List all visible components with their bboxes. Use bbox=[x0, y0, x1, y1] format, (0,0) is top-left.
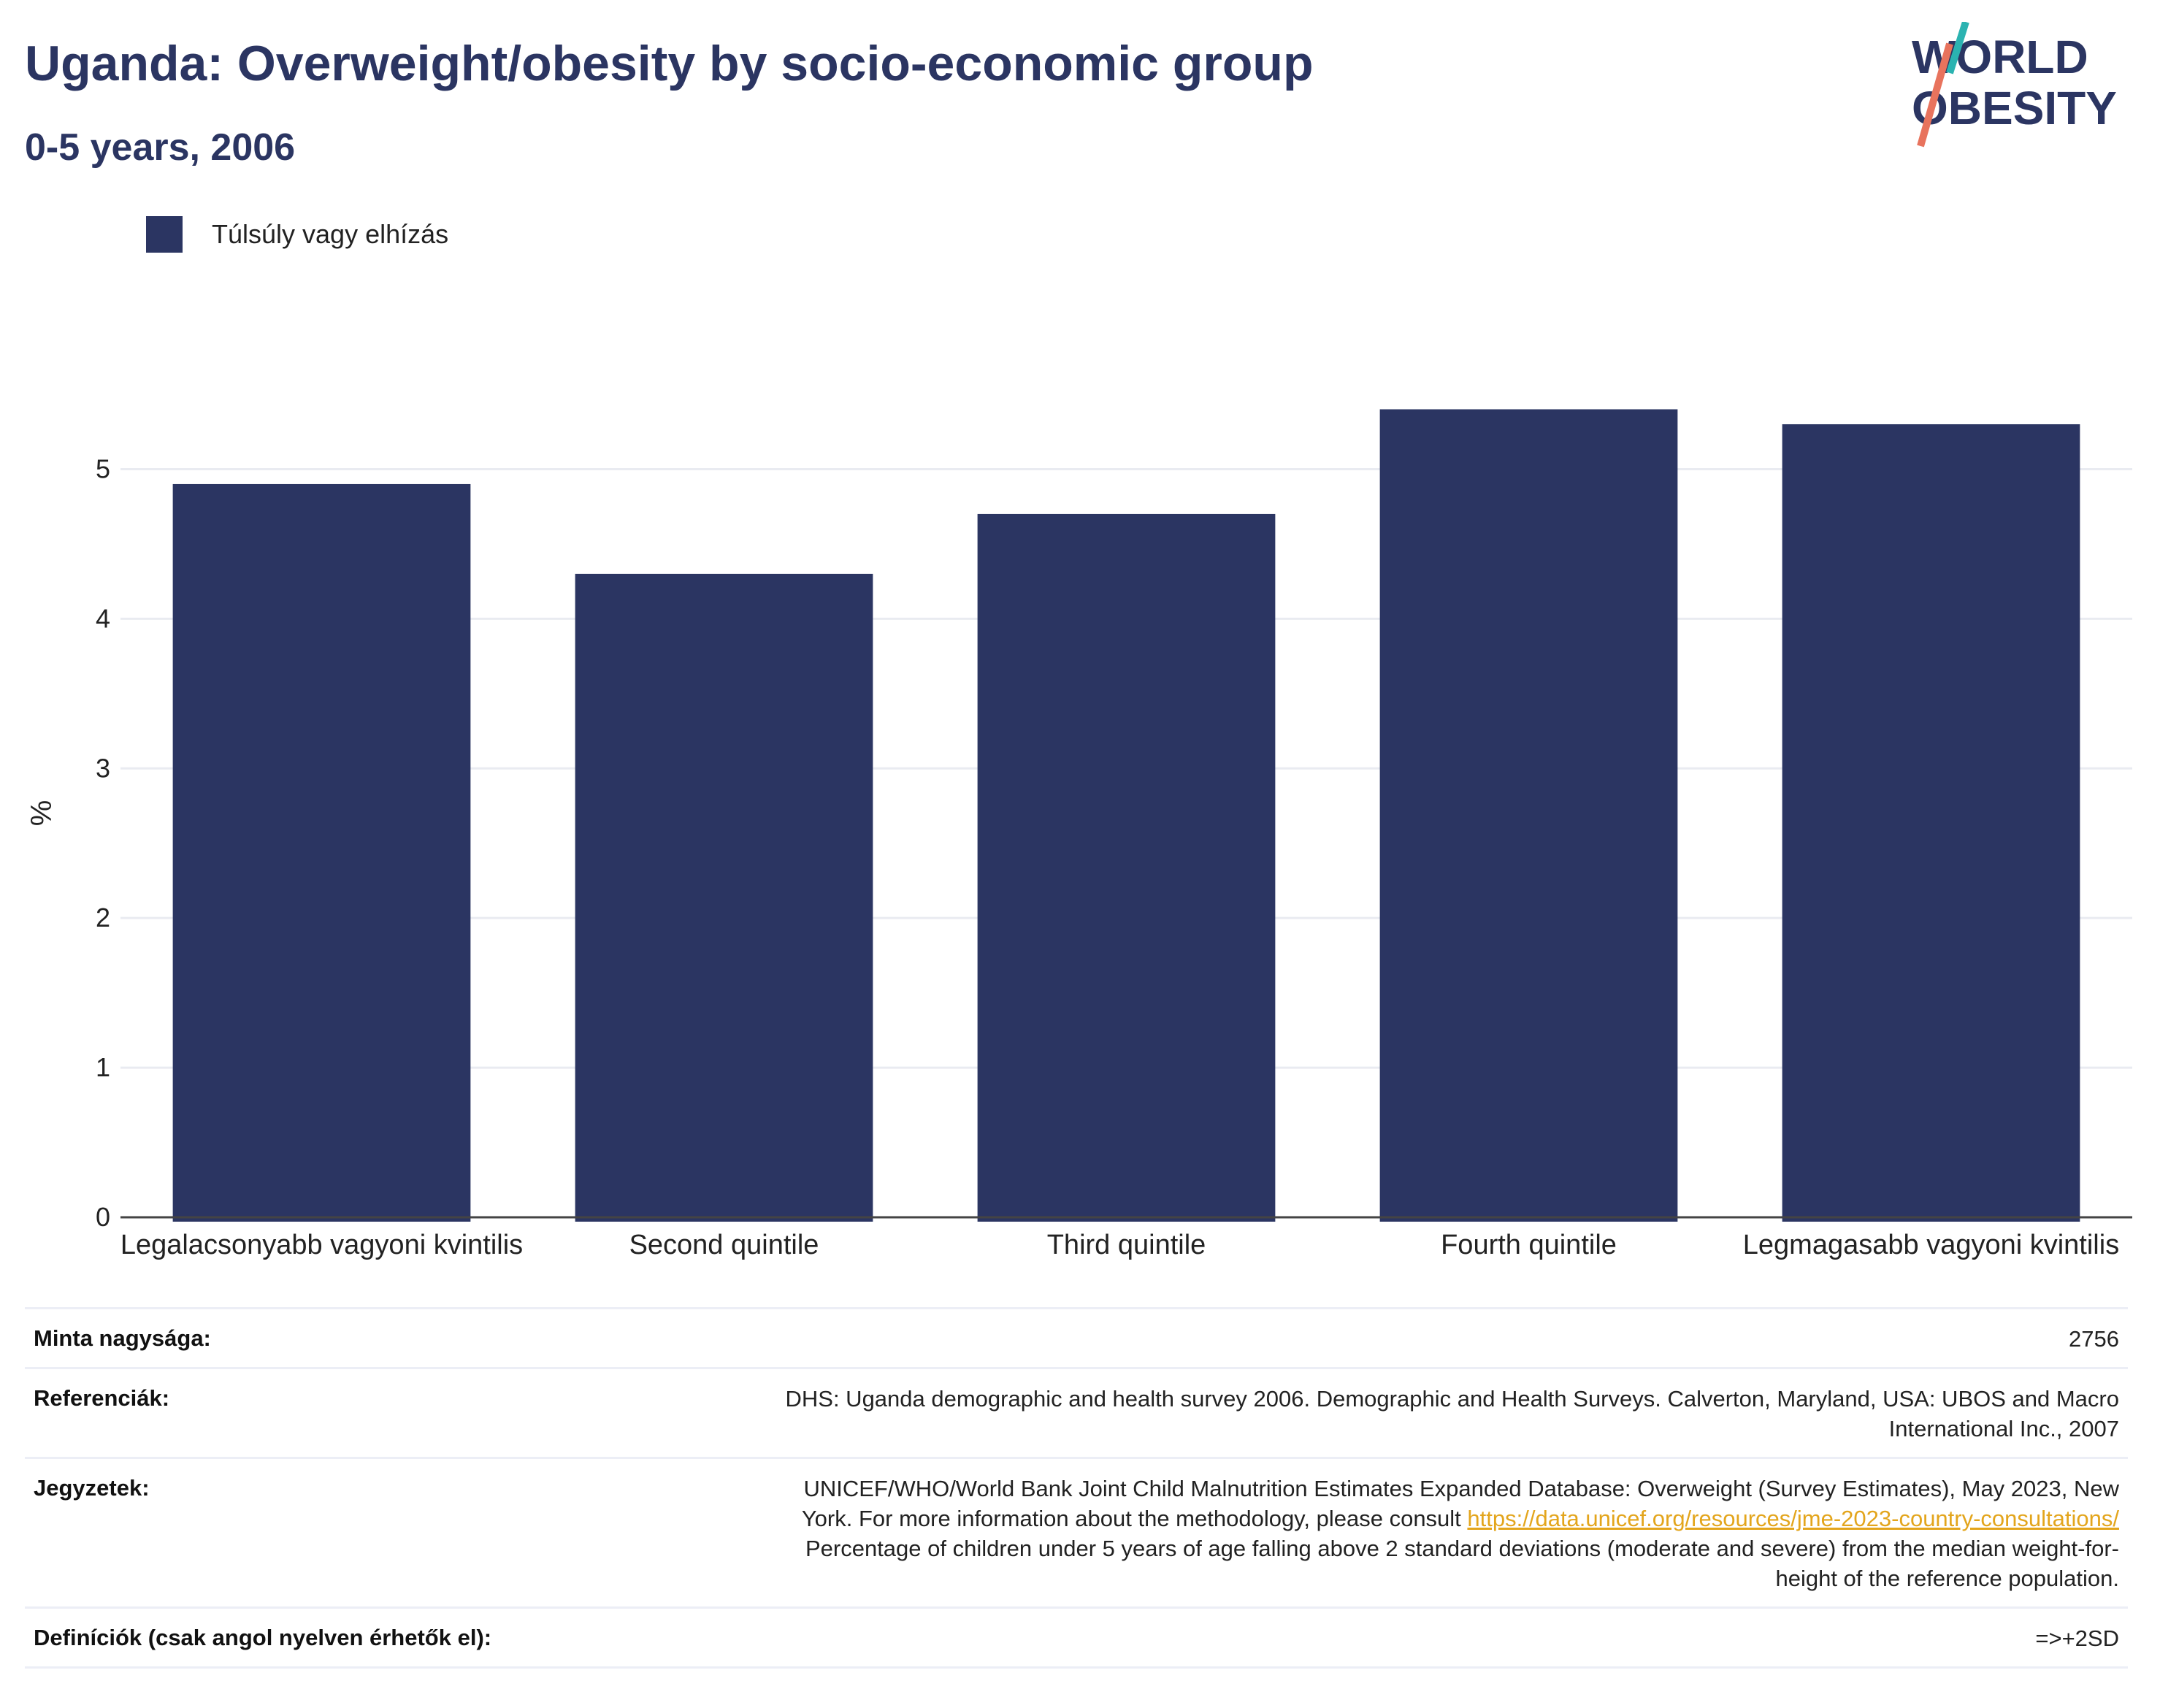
chart-title: Uganda: Overweight/obesity by socio-econ… bbox=[25, 36, 1314, 91]
methodology-link[interactable]: https://data.unicef.org/resources/jme-20… bbox=[1467, 1506, 2119, 1531]
definitions-label: Definíciók (csak angol nyelven érhetők e… bbox=[34, 1625, 492, 1650]
legend-label: Túlsúly vagy elhízás bbox=[212, 219, 449, 249]
logo-slash-top bbox=[1946, 22, 1969, 74]
y-tick-label: 2 bbox=[96, 903, 110, 932]
y-axis-label: % bbox=[26, 800, 58, 827]
bar-chart: 0 1 2 3 4 5% Legalacsonyabb vagyoni kvintilis S… bbox=[26, 409, 2132, 1260]
y-tick-label: 5 bbox=[96, 453, 110, 483]
metadata-table: Minta nagysága: 2756 Referenciák: DHS: U… bbox=[25, 1307, 2128, 1669]
legend: Túlsúly vagy elhízás bbox=[146, 216, 448, 253]
y-tick-label: 1 bbox=[96, 1052, 110, 1082]
sample-size-value: 2756 bbox=[2069, 1326, 2119, 1352]
references-label: Referenciák: bbox=[34, 1385, 170, 1411]
x-tick-label: Fourth quintile bbox=[1441, 1230, 1617, 1260]
x-tick-label: Legmagasabb vagyoni kvintilis bbox=[1743, 1230, 2119, 1260]
y-tick-label: 0 bbox=[96, 1202, 110, 1232]
logo-slash-bottom bbox=[1917, 42, 1953, 148]
meta-row-references: Referenciák: DHS: Uganda demographic and… bbox=[25, 1367, 2128, 1457]
legend-swatch bbox=[146, 216, 183, 253]
notes-label: Jegyzetek: bbox=[34, 1475, 150, 1501]
chart-subtitle: 0-5 years, 2006 bbox=[25, 126, 296, 169]
references-line2: International Inc., 2007 bbox=[1888, 1416, 2119, 1441]
x-tick-label: Third quintile bbox=[1047, 1230, 1206, 1260]
notes-line4: height of the reference population. bbox=[1775, 1566, 2119, 1591]
logo-line2: OBESITY bbox=[1912, 82, 2117, 134]
bar bbox=[575, 573, 873, 1222]
notes-line3: Percentage of children under 5 years of … bbox=[805, 1536, 2119, 1561]
world-obesity-logo: WORLD OBESITY bbox=[1912, 22, 2117, 148]
notes-value: UNICEF/WHO/World Bank Joint Child Malnut… bbox=[802, 1474, 2119, 1593]
bar bbox=[1782, 424, 2080, 1222]
bar bbox=[977, 513, 1276, 1222]
meta-row-notes: Jegyzetek: UNICEF/WHO/World Bank Joint C… bbox=[25, 1457, 2128, 1606]
x-tick-label: Second quintile bbox=[629, 1230, 819, 1260]
y-tick-label: 3 bbox=[96, 753, 110, 783]
meta-row-sample: Minta nagysága: 2756 bbox=[25, 1307, 2128, 1367]
x-tick-label: Legalacsonyabb vagyoni kvintilis bbox=[120, 1230, 523, 1260]
y-tick-label: 4 bbox=[96, 603, 110, 633]
notes-line1: UNICEF/WHO/World Bank Joint Child Malnut… bbox=[803, 1476, 2119, 1501]
notes-line2: York. For more information about the met… bbox=[801, 1506, 1468, 1531]
references-line1: DHS: Uganda demographic and health surve… bbox=[785, 1386, 2120, 1412]
bar bbox=[1379, 409, 1678, 1222]
references-value: DHS: Uganda demographic and health surve… bbox=[786, 1384, 2120, 1444]
bar bbox=[172, 483, 471, 1222]
definitions-value: =>+2SD bbox=[2035, 1625, 2119, 1651]
meta-row-definitions: Definíciók (csak angol nyelven érhetők e… bbox=[25, 1606, 2128, 1669]
sample-size-label: Minta nagysága: bbox=[34, 1325, 211, 1351]
